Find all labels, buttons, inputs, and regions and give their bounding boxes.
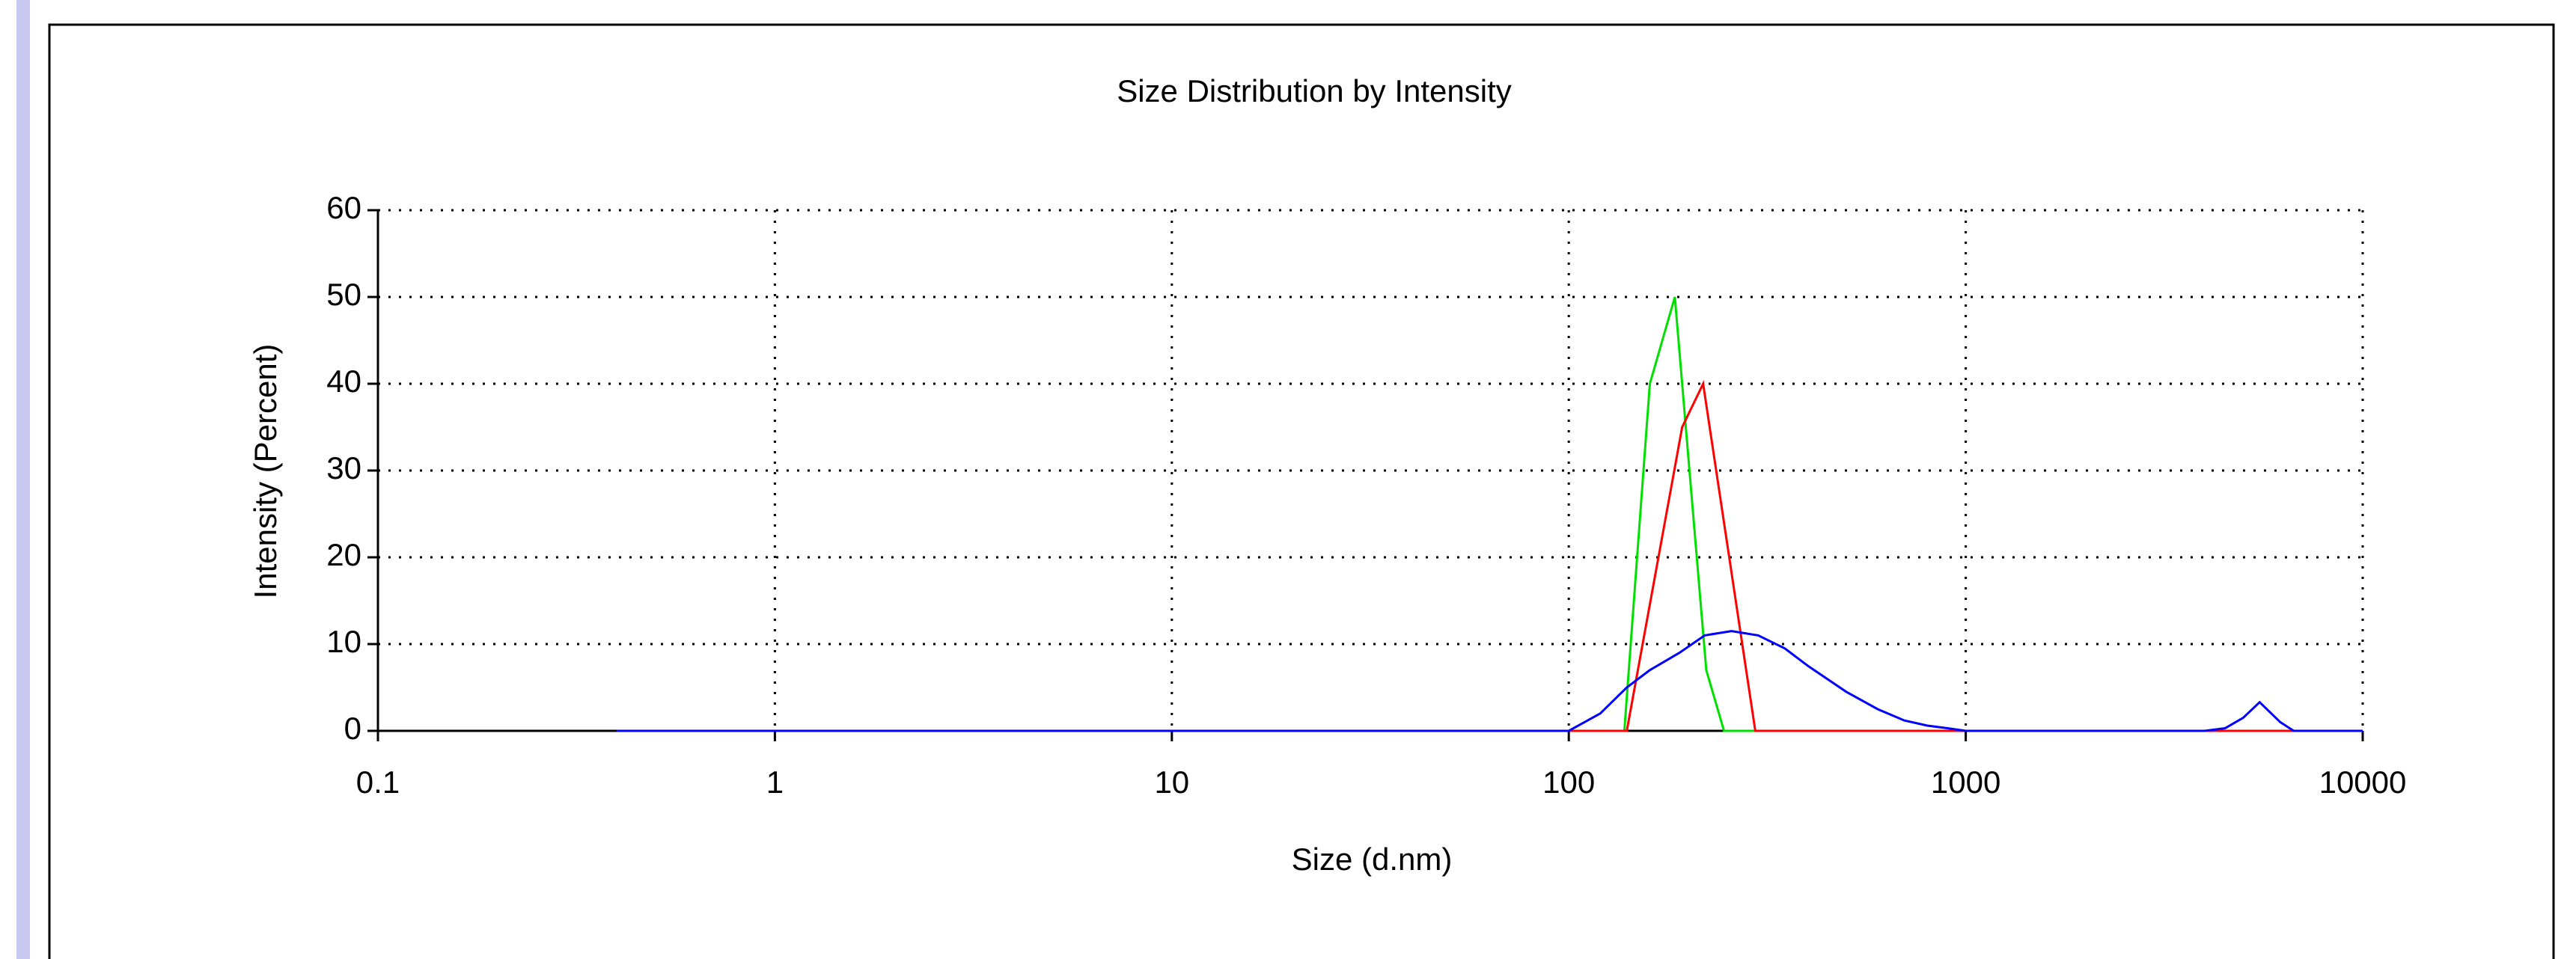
x-tick-label: 1: [766, 765, 784, 800]
y-tick-label: 20: [326, 537, 361, 572]
y-axis-label: Intensity (Percent): [248, 344, 283, 599]
side-bar: [16, 0, 30, 959]
x-tick-label: 1000: [1931, 765, 2000, 800]
x-tick-label: 10: [1154, 765, 1189, 800]
x-tick-label: 10000: [2319, 765, 2407, 800]
y-tick-label: 10: [326, 624, 361, 659]
y-tick-label: 30: [326, 450, 361, 485]
y-tick-label: 40: [326, 364, 361, 399]
chart-title: Size Distribution by Intensity: [1117, 73, 1512, 108]
series-line: [617, 630, 2363, 732]
y-tick-label: 0: [344, 711, 361, 746]
y-tick-label: 60: [326, 190, 361, 225]
x-tick-label: 100: [1542, 765, 1595, 800]
x-axis-label: Size (d.nm): [1292, 842, 1453, 877]
y-tick-label: 50: [326, 277, 361, 312]
chart-frame: [48, 23, 2555, 959]
x-tick-label: 0.1: [356, 765, 400, 800]
